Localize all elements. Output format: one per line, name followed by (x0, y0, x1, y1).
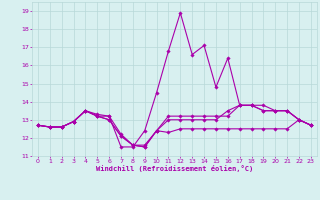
X-axis label: Windchill (Refroidissement éolien,°C): Windchill (Refroidissement éolien,°C) (96, 165, 253, 172)
